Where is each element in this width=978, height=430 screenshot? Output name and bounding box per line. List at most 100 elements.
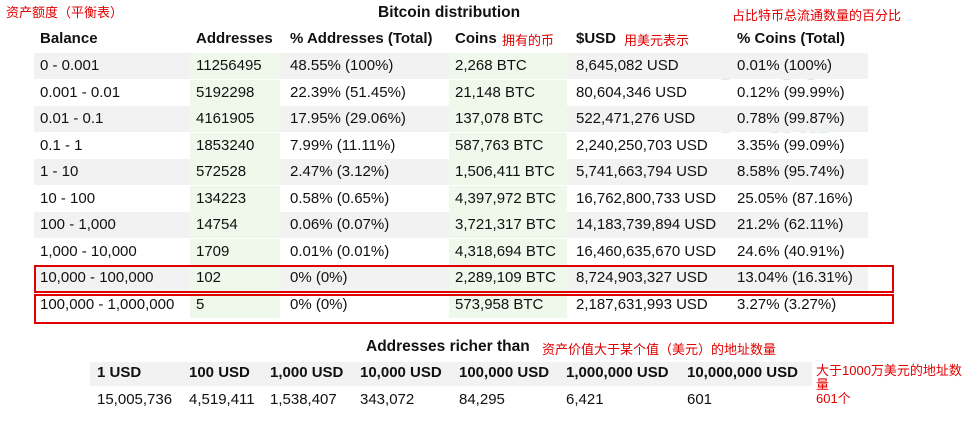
richer-value: 6,421 (566, 391, 604, 408)
highlight-box-row-100000 (34, 294, 894, 324)
cell-pct-addresses: 0% (0%) (290, 295, 348, 313)
cell-addresses: 1853240 (196, 136, 255, 154)
cell-usd: 2,240,250,703 USD (576, 136, 708, 154)
cell-pct-coins: 0.78% (99.87%) (737, 110, 845, 127)
coins-column-shade (449, 53, 567, 79)
cell-coins: 3,721,317 BTC (455, 216, 556, 233)
cell-pct-coins: 24.6% (40.91%) (737, 242, 845, 260)
cell-usd: 16,460,635,670 USD (576, 242, 717, 260)
addresses-column-shade (190, 159, 280, 185)
table-row: 10,000 - 100,000 102 0% (0%) 2,289,109 BTC 8… (34, 265, 868, 291)
cell-balance: 1 - 10 (40, 163, 79, 180)
cell-usd: 2,187,631,993 USD (576, 295, 708, 313)
cell-usd: 16,762,800,733 USD (576, 189, 717, 207)
cell-usd: 14,183,739,894 USD (576, 216, 717, 233)
coins-column-shade (449, 212, 567, 238)
cell-coins: 21,148 BTC (455, 83, 536, 101)
cell-pct-coins: 3.27% (3.27%) (737, 295, 837, 313)
richer-value: 4,519,411 (189, 391, 255, 408)
cell-usd: 8,645,082 USD (576, 57, 679, 74)
cell-coins: 573,958 BTC (455, 295, 544, 313)
richer-annotation: 资产价值大于某个值（美元）的地址数量 (542, 342, 777, 357)
coins-column-shade (449, 265, 567, 291)
table-row: 1,000 - 10,000 1709 0.01% (0.01%) 4,318,694… (34, 238, 868, 265)
cell-usd: 522,471,276 USD (576, 110, 696, 127)
header-pct-coins: % Coins (Total) (737, 30, 846, 47)
cell-balance: 10,000 - 100,000 (40, 269, 154, 286)
header-coins: Coins (455, 30, 497, 47)
cell-pct-coins: 3.35% (99.09%) (737, 136, 845, 154)
cell-addresses: 5 (196, 295, 205, 313)
cell-balance: 10 - 100 (40, 189, 96, 207)
cell-pct-addresses: 0.01% (0.01%) (290, 242, 390, 260)
table-row: 10 - 100 134223 0.58% (0.65%) 4,397,972 BTC… (34, 185, 868, 212)
usd-annotation: 用美元表示 (624, 33, 690, 48)
table-row: 0.001 - 0.01 5192298 22.39% (51.45%) 21,148… (34, 79, 868, 106)
table-row: 100 - 1,000 14754 0.06% (0.07%) 3,721,317 B… (34, 212, 868, 238)
addresses-column-shade (190, 238, 280, 265)
richer-header: 10,000,000 USD (687, 364, 798, 381)
cell-pct-addresses: 7.99% (11.11%) (290, 136, 396, 154)
cell-balance: 100 - 1,000 (40, 216, 116, 233)
table-title: Bitcoin distribution (378, 4, 521, 21)
richer-header: 100,000 USD (459, 364, 550, 381)
cell-pct-coins: 0.12% (99.99%) (737, 83, 845, 101)
cell-pct-addresses: 0% (0%) (290, 269, 348, 286)
cell-balance: 0 - 0.001 (40, 57, 100, 74)
cell-addresses: 1709 (196, 242, 230, 260)
richer-value: 1,538,407 (270, 391, 337, 408)
cell-coins: 2,268 BTC (455, 57, 527, 74)
richer-header: 10,000 USD (360, 364, 442, 381)
pct-coins-annotation: 占比特币总流通数量的百分比 (732, 8, 902, 23)
cell-addresses: 102 (196, 269, 222, 286)
coins-column-shade (449, 238, 567, 265)
coins-column-shade (449, 106, 567, 132)
cell-coins: 587,763 BTC (455, 136, 544, 154)
header-addresses: Addresses (196, 30, 273, 47)
cell-balance: 100,000 - 1,000,000 (40, 295, 175, 313)
addresses-column-shade (190, 79, 280, 106)
cell-pct-coins: 25.05% (87.16%) (737, 189, 853, 207)
cell-balance: 1,000 - 10,000 (40, 242, 137, 260)
cell-coins: 4,318,694 BTC (455, 242, 556, 260)
cell-addresses: 11256495 (196, 57, 262, 74)
addresses-column-shade (190, 212, 280, 238)
cell-addresses: 14754 (196, 216, 238, 233)
richer-value: 343,072 (360, 391, 415, 408)
tenm-annotation-line1: 大于1000万美元的地址数 (816, 363, 962, 378)
cell-coins: 137,078 BTC (455, 110, 544, 127)
cell-pct-coins: 21.2% (62.11%) (737, 216, 844, 233)
richer-title: Addresses richer than (366, 338, 530, 355)
richer-value: 84,295 (459, 391, 505, 408)
cell-pct-addresses: 0.58% (0.65%) (290, 189, 390, 207)
cell-pct-addresses: 0.06% (0.07%) (290, 216, 390, 233)
cell-addresses: 572528 (196, 163, 247, 180)
addresses-column-shade (190, 265, 280, 291)
cell-balance: 0.1 - 1 (40, 136, 83, 154)
richer-header-bg (90, 362, 812, 386)
table-row: 0.01 - 0.1 4161905 17.95% (29.06%) 137,078 … (34, 106, 868, 132)
cell-pct-coins: 0.01% (100%) (737, 57, 833, 74)
cell-coins: 4,397,972 BTC (455, 189, 556, 207)
cell-usd: 80,604,346 USD (576, 83, 687, 101)
tenm-annotation-line2: 量 (816, 377, 830, 392)
coins-column-shade (449, 79, 567, 106)
cell-balance: 0.01 - 0.1 (40, 110, 104, 127)
cell-coins: 2,289,109 BTC (455, 269, 556, 286)
header-pct-addresses: % Addresses (Total) (290, 30, 433, 47)
coins-column-shade (449, 159, 567, 185)
cell-pct-addresses: 17.95% (29.06%) (290, 110, 406, 127)
table-row: 0.1 - 1 1853240 7.99% (11.11%) 587,763 BTC 2… (34, 132, 868, 159)
cell-balance: 0.001 - 0.01 (40, 83, 121, 101)
table-row: 1 - 10 572528 2.47% (3.12%) 1,506,411 BTC 5,… (34, 159, 868, 185)
richer-value: 601 (687, 391, 713, 408)
addresses-column-shade (190, 53, 280, 79)
cell-usd: 8,724,903,327 USD (576, 269, 708, 286)
cell-addresses: 5192298 (196, 83, 255, 101)
cell-usd: 5,741,663,794 USD (576, 163, 708, 180)
cell-pct-addresses: 22.39% (51.45%) (290, 83, 406, 101)
header-usd: $USD (576, 30, 617, 47)
cell-coins: 1,506,411 BTC (455, 163, 555, 180)
header-balance: Balance (40, 30, 98, 47)
coins-column-shade (449, 132, 567, 159)
